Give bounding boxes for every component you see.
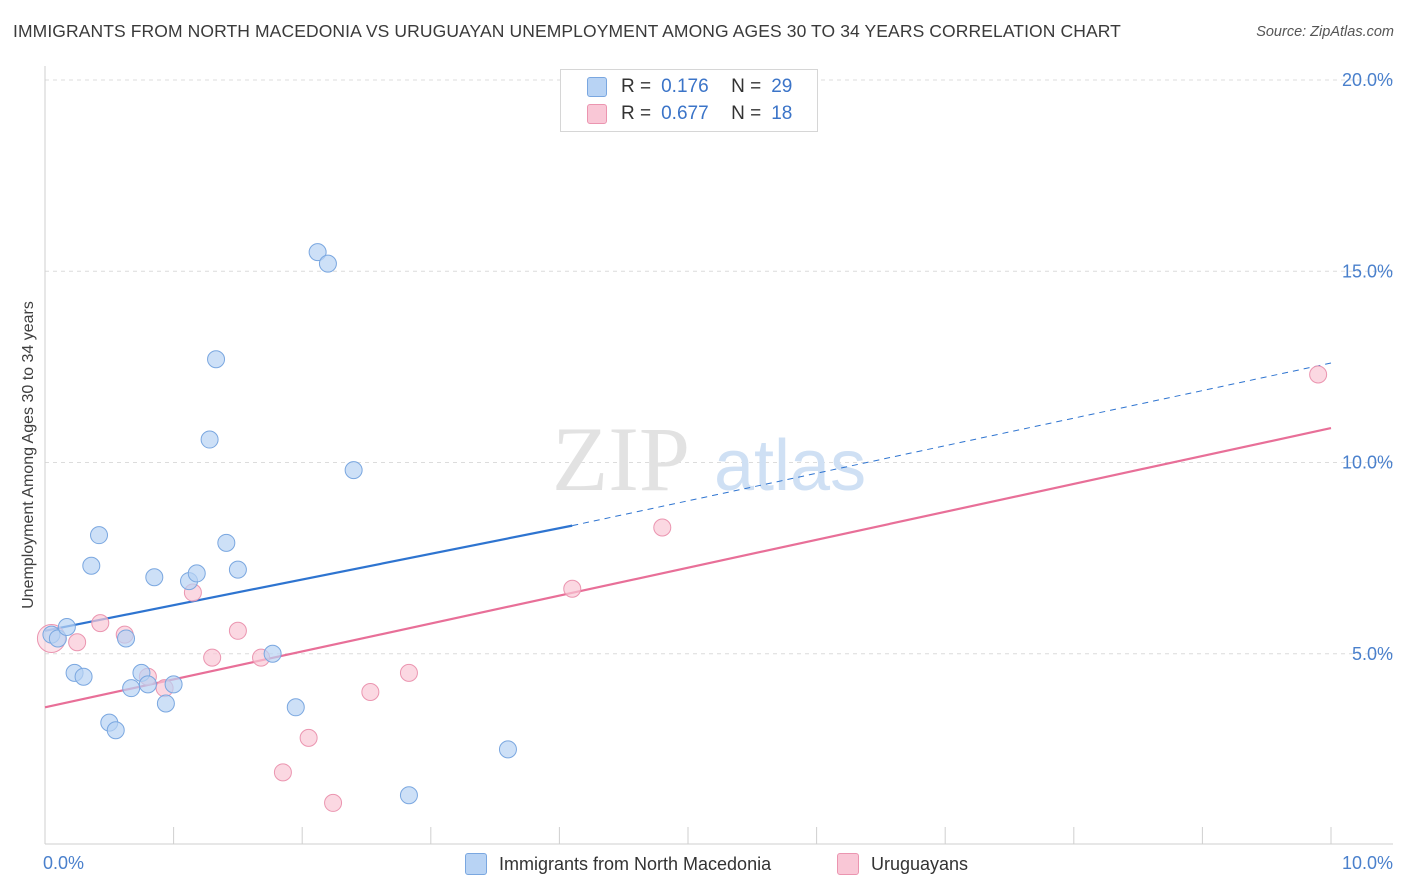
chart-title: IMMIGRANTS FROM NORTH MACEDONIA VS URUGU… — [13, 21, 1121, 41]
x-tick-label-max: 10.0% — [1342, 853, 1393, 873]
point-uruguayans — [91, 614, 110, 633]
point-uruguayans — [653, 518, 672, 537]
legend-n-value: 18 — [771, 103, 793, 124]
y-tick-label: 10.0% — [1342, 453, 1393, 473]
watermark-zip: ZIP — [552, 408, 690, 510]
watermark-atlas: atlas — [714, 426, 866, 506]
point-north-macedonia — [308, 243, 327, 262]
bottom-legend-uruguayans: Uruguayans — [837, 851, 968, 877]
legend-row-uruguayans: R = 0.677 N = 18 — [587, 102, 793, 126]
y-tick-label: 5.0% — [1352, 644, 1393, 664]
x-tick-label-min: 0.0% — [43, 853, 84, 873]
legend-swatch-blue — [587, 77, 607, 97]
point-north-macedonia — [145, 568, 164, 587]
source-label: Source: ZipAtlas.com — [1256, 24, 1394, 40]
trend-line-north-macedonia — [44, 524, 573, 632]
y-tick-label: 20.0% — [1342, 70, 1393, 90]
legend-n-value: 29 — [771, 76, 793, 97]
point-north-macedonia — [122, 679, 141, 698]
point-north-macedonia — [498, 740, 517, 759]
legend-r-label: R = — [621, 103, 652, 124]
point-uruguayans — [563, 579, 582, 598]
bottom-legend-swatch-pink — [837, 853, 859, 875]
legend-r-value: 0.677 — [661, 103, 709, 124]
point-north-macedonia — [263, 644, 282, 663]
axes — [44, 66, 1393, 845]
point-uruguayans — [399, 663, 418, 682]
point-uruguayans — [1309, 365, 1328, 384]
y-tick-label: 15.0% — [1342, 261, 1393, 281]
point-north-macedonia — [164, 675, 183, 694]
point-uruguayans — [203, 648, 222, 667]
legend-row-north-macedonia: R = 0.176 N = 29 — [587, 75, 793, 99]
point-north-macedonia — [286, 698, 305, 717]
legend-r-label: R = — [621, 76, 652, 97]
trend-line-extension-north-macedonia — [572, 362, 1332, 527]
point-uruguayans — [228, 621, 247, 640]
point-north-macedonia — [228, 560, 247, 579]
point-north-macedonia — [200, 430, 219, 449]
watermark: ZIP atlas — [552, 408, 866, 510]
point-uruguayans — [68, 633, 87, 652]
data-points — [36, 243, 1328, 812]
legend-n-label: N = — [731, 103, 762, 124]
point-north-macedonia — [57, 617, 76, 636]
point-north-macedonia — [74, 667, 93, 686]
legend-swatch-pink — [587, 104, 607, 124]
point-uruguayans — [324, 793, 343, 812]
bottom-legend-label: Immigrants from North Macedonia — [499, 853, 772, 874]
point-north-macedonia — [187, 564, 206, 583]
bottom-legend-label: Uruguayans — [871, 853, 969, 874]
point-north-macedonia — [344, 461, 363, 480]
point-north-macedonia — [82, 556, 101, 575]
point-uruguayans — [273, 763, 292, 782]
point-north-macedonia — [217, 533, 236, 552]
point-north-macedonia — [207, 350, 226, 369]
point-north-macedonia — [117, 629, 136, 648]
bottom-legend-swatch-blue — [465, 853, 487, 875]
point-north-macedonia — [106, 721, 125, 740]
point-uruguayans — [299, 728, 318, 747]
gridlines — [45, 79, 1393, 655]
point-north-macedonia — [138, 675, 157, 694]
point-north-macedonia — [90, 526, 109, 545]
point-north-macedonia — [318, 254, 337, 273]
legend-n-label: N = — [731, 76, 762, 97]
stats-legend: R = 0.176 N = 29 R = 0.677 N = 18 — [560, 69, 818, 132]
point-uruguayans — [361, 683, 380, 701]
bottom-legend-north-macedonia: Immigrants from North Macedonia — [465, 851, 771, 877]
tick-labels: 5.0% 10.0% 15.0% 20.0% 0.0% 10.0% — [43, 70, 1393, 873]
point-north-macedonia — [156, 694, 175, 713]
legend-r-value: 0.176 — [661, 76, 709, 97]
point-north-macedonia — [399, 786, 418, 805]
